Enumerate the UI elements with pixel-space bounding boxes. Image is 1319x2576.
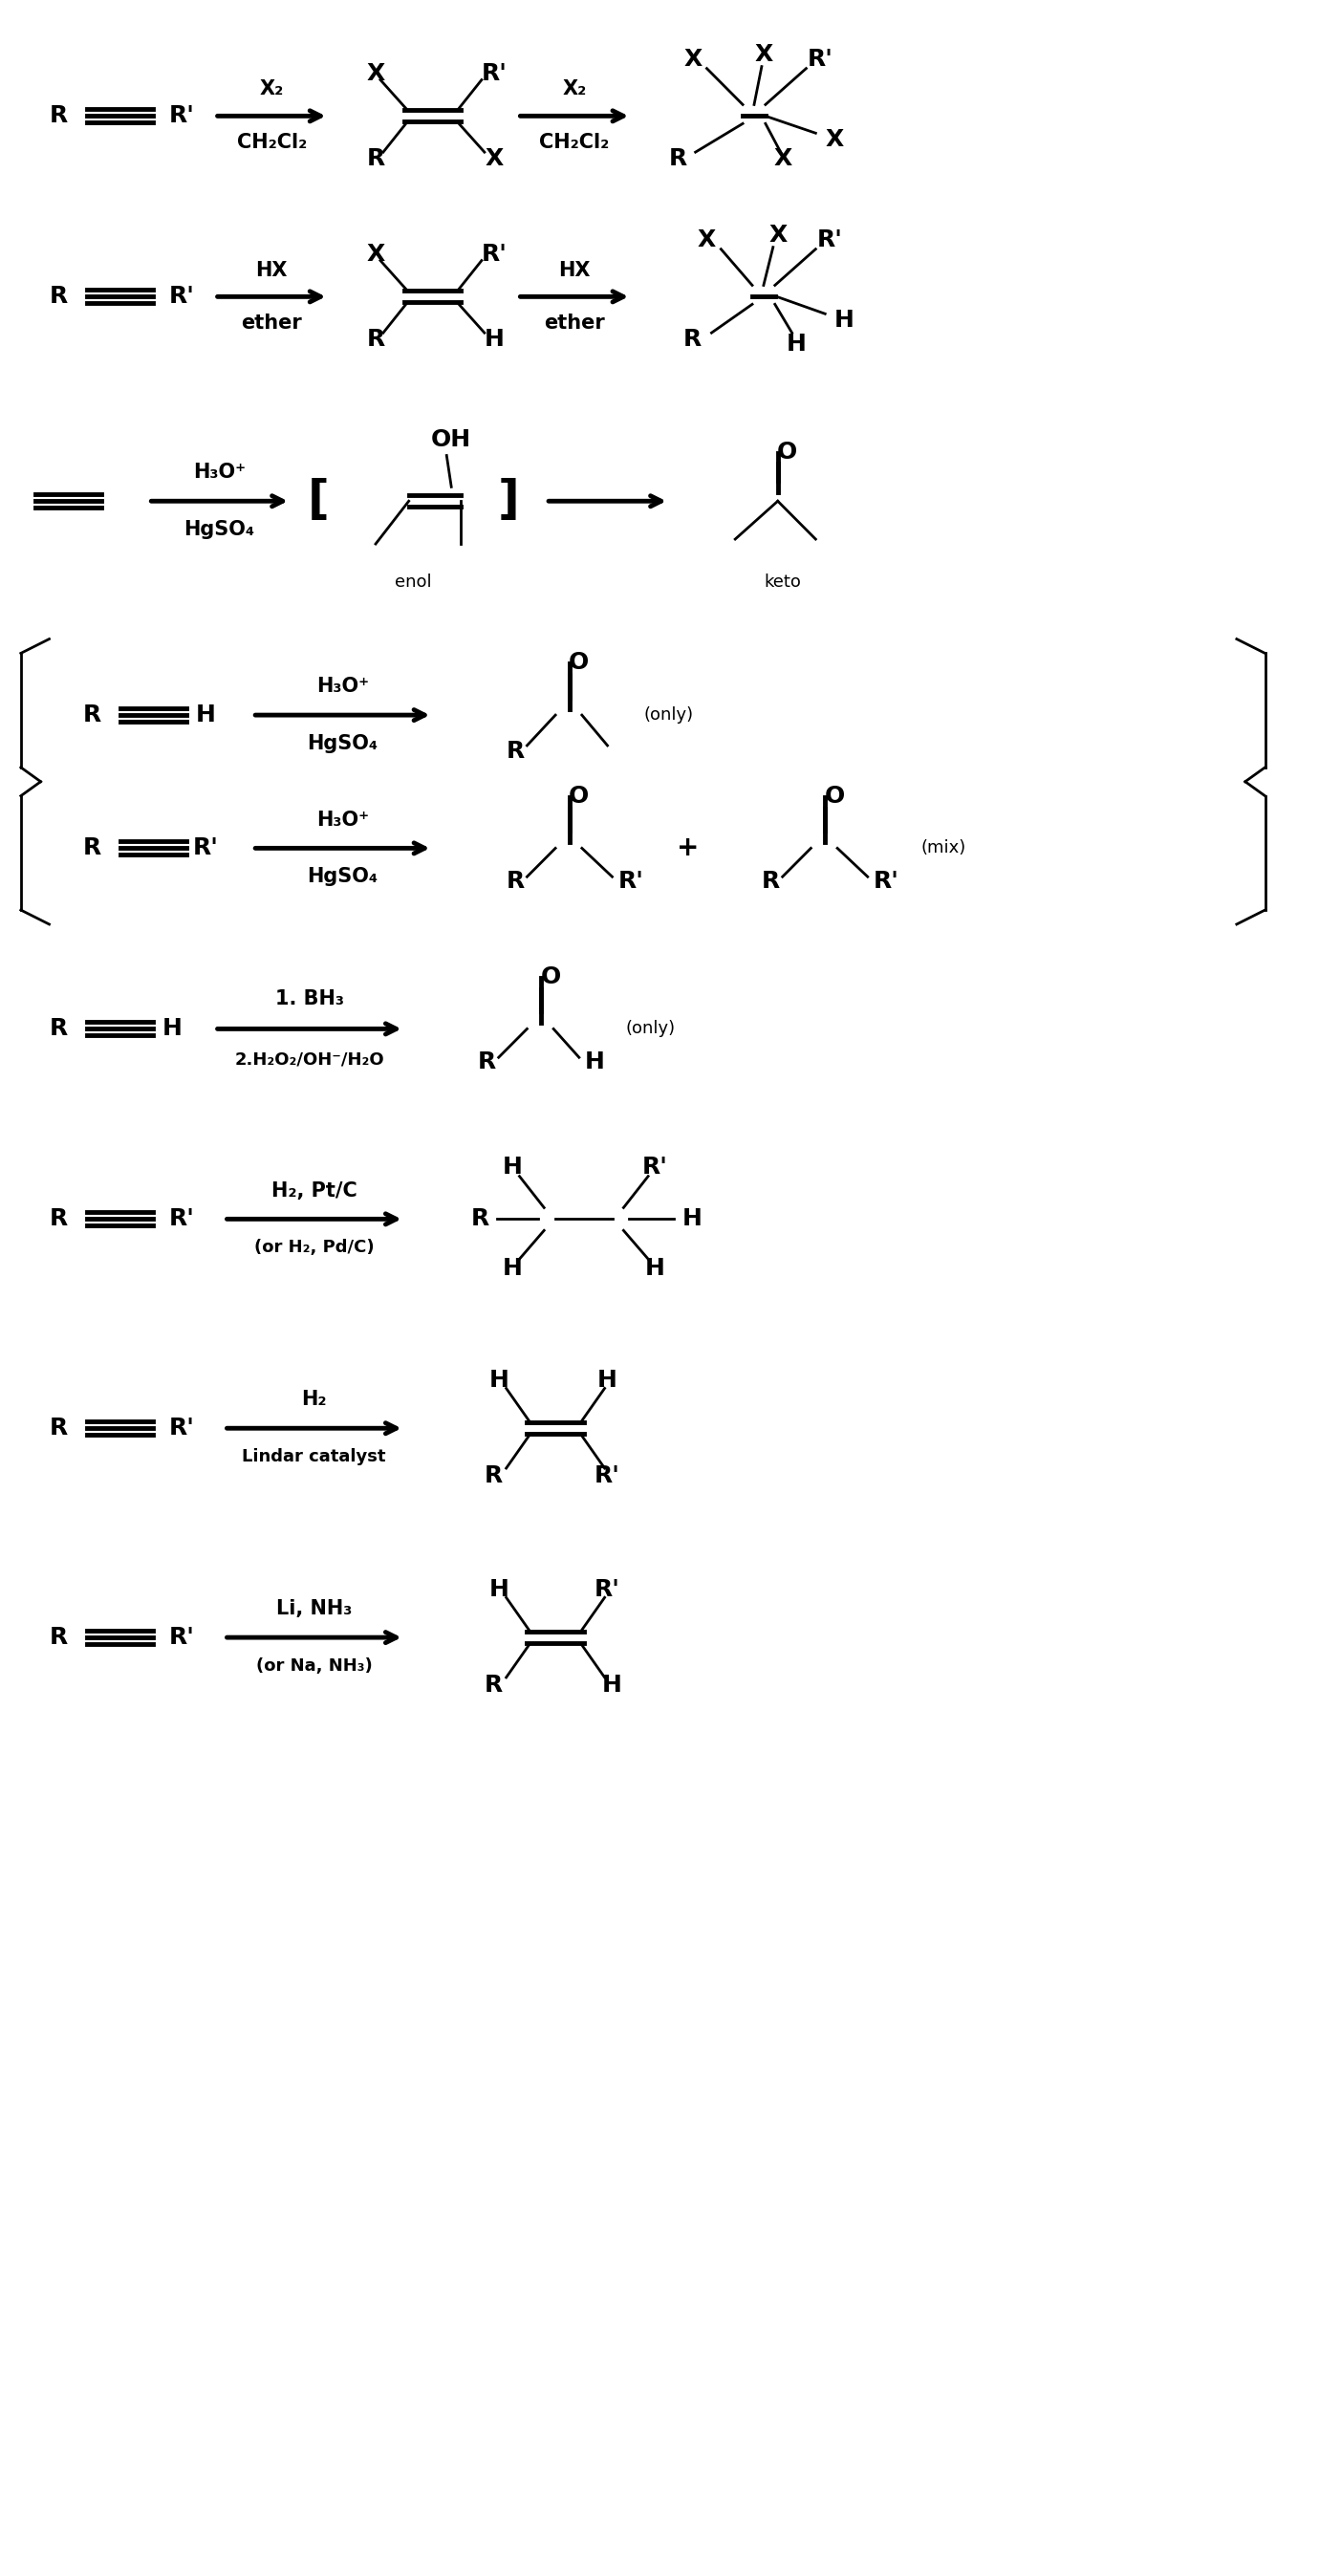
Text: (or Na, NH₃): (or Na, NH₃) <box>256 1656 372 1674</box>
Text: R: R <box>50 1018 67 1041</box>
Text: enol: enol <box>394 574 431 590</box>
Text: R: R <box>50 1208 67 1231</box>
Text: (only): (only) <box>625 1020 675 1038</box>
Text: R: R <box>50 1417 67 1440</box>
Text: HX: HX <box>256 260 288 281</box>
Text: H: H <box>488 1370 509 1391</box>
Text: R: R <box>50 106 67 126</box>
Text: H: H <box>645 1257 665 1280</box>
Text: R: R <box>762 871 781 894</box>
Text: R: R <box>50 286 67 309</box>
Text: HgSO₄: HgSO₄ <box>185 520 255 538</box>
Text: R: R <box>83 837 102 860</box>
Text: H: H <box>603 1674 623 1698</box>
Text: O: O <box>568 786 590 806</box>
Text: R: R <box>506 871 525 894</box>
Text: R: R <box>506 739 525 762</box>
Text: X: X <box>683 46 702 70</box>
Text: H₂, Pt/C: H₂, Pt/C <box>272 1180 357 1200</box>
Text: X: X <box>367 62 385 85</box>
Text: (only): (only) <box>644 706 694 724</box>
Text: H₂: H₂ <box>302 1391 327 1409</box>
Text: R': R' <box>169 1417 194 1440</box>
Text: R: R <box>477 1051 496 1074</box>
Text: R': R' <box>873 871 900 894</box>
Text: +: + <box>677 835 699 860</box>
Text: H: H <box>488 1579 509 1602</box>
Text: X: X <box>367 242 385 265</box>
Text: R: R <box>367 327 385 350</box>
Text: R': R' <box>169 286 194 309</box>
Text: R': R' <box>193 837 218 860</box>
Text: ]: ] <box>497 479 518 523</box>
Text: H: H <box>484 327 504 350</box>
Text: R: R <box>484 1674 503 1698</box>
Text: R': R' <box>481 62 506 85</box>
Text: 1. BH₃: 1. BH₃ <box>274 989 344 1007</box>
Text: O: O <box>541 966 561 989</box>
Text: H: H <box>503 1257 522 1280</box>
Text: O: O <box>824 786 844 806</box>
Text: R': R' <box>595 1463 620 1486</box>
Text: R: R <box>669 147 687 170</box>
Text: H: H <box>195 703 215 726</box>
Text: H₃O⁺: H₃O⁺ <box>317 809 369 829</box>
Text: R': R' <box>169 106 194 126</box>
Text: X: X <box>754 44 773 64</box>
Text: HgSO₄: HgSO₄ <box>307 868 379 886</box>
Text: X: X <box>826 129 844 152</box>
Text: R': R' <box>642 1154 667 1177</box>
Text: H₃O⁺: H₃O⁺ <box>317 677 369 696</box>
Text: R: R <box>683 327 702 350</box>
Text: H: H <box>162 1018 182 1041</box>
Text: H: H <box>786 332 807 355</box>
Text: R': R' <box>595 1579 620 1602</box>
Text: CH₂Cl₂: CH₂Cl₂ <box>539 134 609 152</box>
Text: X: X <box>698 229 716 250</box>
Text: R: R <box>471 1208 489 1231</box>
Text: R': R' <box>807 46 834 70</box>
Text: (mix): (mix) <box>921 840 966 858</box>
Text: R: R <box>50 1625 67 1649</box>
Text: Li, NH₃: Li, NH₃ <box>276 1600 352 1618</box>
Text: CH₂Cl₂: CH₂Cl₂ <box>236 134 306 152</box>
Text: H: H <box>586 1051 605 1074</box>
Text: O: O <box>568 652 590 675</box>
Text: R: R <box>83 703 102 726</box>
Text: H: H <box>683 1208 703 1231</box>
Text: R': R' <box>169 1625 194 1649</box>
Text: H: H <box>503 1154 522 1177</box>
Text: X: X <box>773 147 791 170</box>
Text: R': R' <box>816 229 843 250</box>
Text: R': R' <box>481 242 506 265</box>
Text: X: X <box>769 224 787 247</box>
Text: X: X <box>484 147 503 170</box>
Text: R: R <box>484 1463 503 1486</box>
Text: R': R' <box>619 871 644 894</box>
Text: H: H <box>598 1370 617 1391</box>
Text: R': R' <box>169 1208 194 1231</box>
Text: OH: OH <box>431 428 471 451</box>
Text: ether: ether <box>543 314 605 332</box>
Text: Lindar catalyst: Lindar catalyst <box>243 1448 386 1466</box>
Text: (or H₂, Pd/C): (or H₂, Pd/C) <box>255 1239 375 1257</box>
Text: ether: ether <box>241 314 302 332</box>
Text: HX: HX <box>558 260 591 281</box>
Text: [: [ <box>307 479 330 523</box>
Text: X₂: X₂ <box>562 80 587 98</box>
Text: keto: keto <box>764 574 801 590</box>
Text: X₂: X₂ <box>260 80 284 98</box>
Text: H₃O⁺: H₃O⁺ <box>193 464 245 482</box>
Text: R: R <box>367 147 385 170</box>
Text: H: H <box>834 309 853 332</box>
Text: O: O <box>777 440 798 464</box>
Text: HgSO₄: HgSO₄ <box>307 734 379 752</box>
Text: 2.H₂O₂/OH⁻/H₂O: 2.H₂O₂/OH⁻/H₂O <box>235 1051 384 1069</box>
